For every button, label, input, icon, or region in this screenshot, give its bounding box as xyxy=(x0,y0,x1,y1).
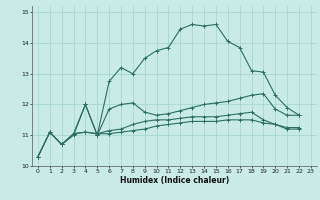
X-axis label: Humidex (Indice chaleur): Humidex (Indice chaleur) xyxy=(120,176,229,185)
